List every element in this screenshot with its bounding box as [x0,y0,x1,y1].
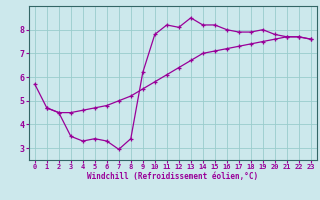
X-axis label: Windchill (Refroidissement éolien,°C): Windchill (Refroidissement éolien,°C) [87,172,258,181]
